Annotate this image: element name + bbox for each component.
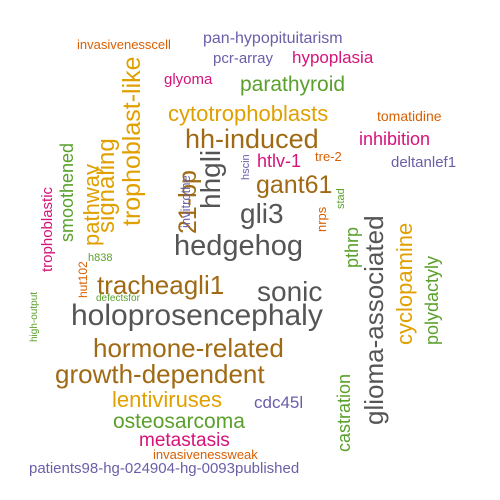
word-patients98-hg-024904-hg-0093published: patients98-hg-024904-hg-0093published — [29, 460, 299, 477]
word-osteosarcoma: osteosarcoma — [113, 410, 245, 433]
word-glioma-associated: glioma-associated — [359, 215, 389, 425]
word-hscin: hscin — [240, 154, 252, 180]
word-deltanlef1: deltanlef1 — [391, 154, 456, 171]
word-pcr-array: pcr-array — [213, 50, 274, 67]
word-h838: h838 — [88, 252, 112, 264]
word-hedgehog: hedgehog — [174, 230, 303, 262]
word-cytotrophoblasts: cytotrophoblasts — [168, 101, 328, 126]
word-polydactyly: polydactyly — [422, 256, 442, 345]
word-pan-hypopituitarism: pan-hypopituitarism — [203, 30, 343, 47]
word-pthrp: pthrp — [342, 227, 362, 268]
word-hh-induced: hh-induced — [185, 124, 319, 154]
word-21-bp: 21-bp — [174, 170, 202, 234]
word-tomatidine: tomatidine — [377, 108, 442, 124]
word-trophoblastic: trophoblastic — [39, 186, 56, 272]
word-gant61: gant61 — [256, 171, 332, 199]
word-sonic: sonic — [257, 276, 322, 307]
word-parathyroid: parathyroid — [240, 73, 345, 96]
word-high-output: high-output — [29, 292, 40, 342]
word-hormone-related: hormone-related — [93, 333, 284, 363]
word-lentiviruses: lentiviruses — [112, 387, 222, 412]
word-glyoma: glyoma — [164, 71, 213, 88]
word-tre-2: tre-2 — [315, 149, 342, 164]
word-signaling: signaling — [93, 138, 120, 233]
word-invitrothe: invitrothe — [178, 175, 193, 228]
word-metastasis: metastasis — [139, 430, 230, 451]
word-hut102: hut102 — [76, 261, 90, 298]
word-inhibition: inhibition — [359, 129, 430, 149]
word-gli3: gli3 — [240, 198, 284, 229]
word-holoprosencephaly: holoprosencephaly — [71, 299, 323, 332]
word-cdc45l: cdc45l — [254, 393, 303, 412]
word-stad: stad — [335, 188, 347, 209]
word-defectsfor: defectsfor — [96, 293, 141, 304]
word-nrps: nrps — [314, 206, 329, 232]
word-invasivenessweak: invasivenessweak — [153, 447, 258, 462]
word-smoothened: smoothened — [57, 143, 77, 242]
word-trophoblast-like: trophoblast-like — [118, 56, 146, 226]
word-tracheagli1: tracheagli1 — [97, 270, 224, 300]
word-htlv-1: htlv-1 — [257, 151, 301, 171]
word-hypoplasia: hypoplasia — [292, 48, 374, 67]
word-invasivenesscell: invasivenesscell — [77, 37, 171, 52]
word-castration: castration — [334, 374, 354, 452]
word-cyclopamine: cyclopamine — [392, 223, 417, 345]
word-pathway: pathway — [79, 164, 104, 246]
word-growth-dependent: growth-dependent — [55, 359, 265, 389]
word-hhgli: hhgli — [195, 150, 226, 209]
